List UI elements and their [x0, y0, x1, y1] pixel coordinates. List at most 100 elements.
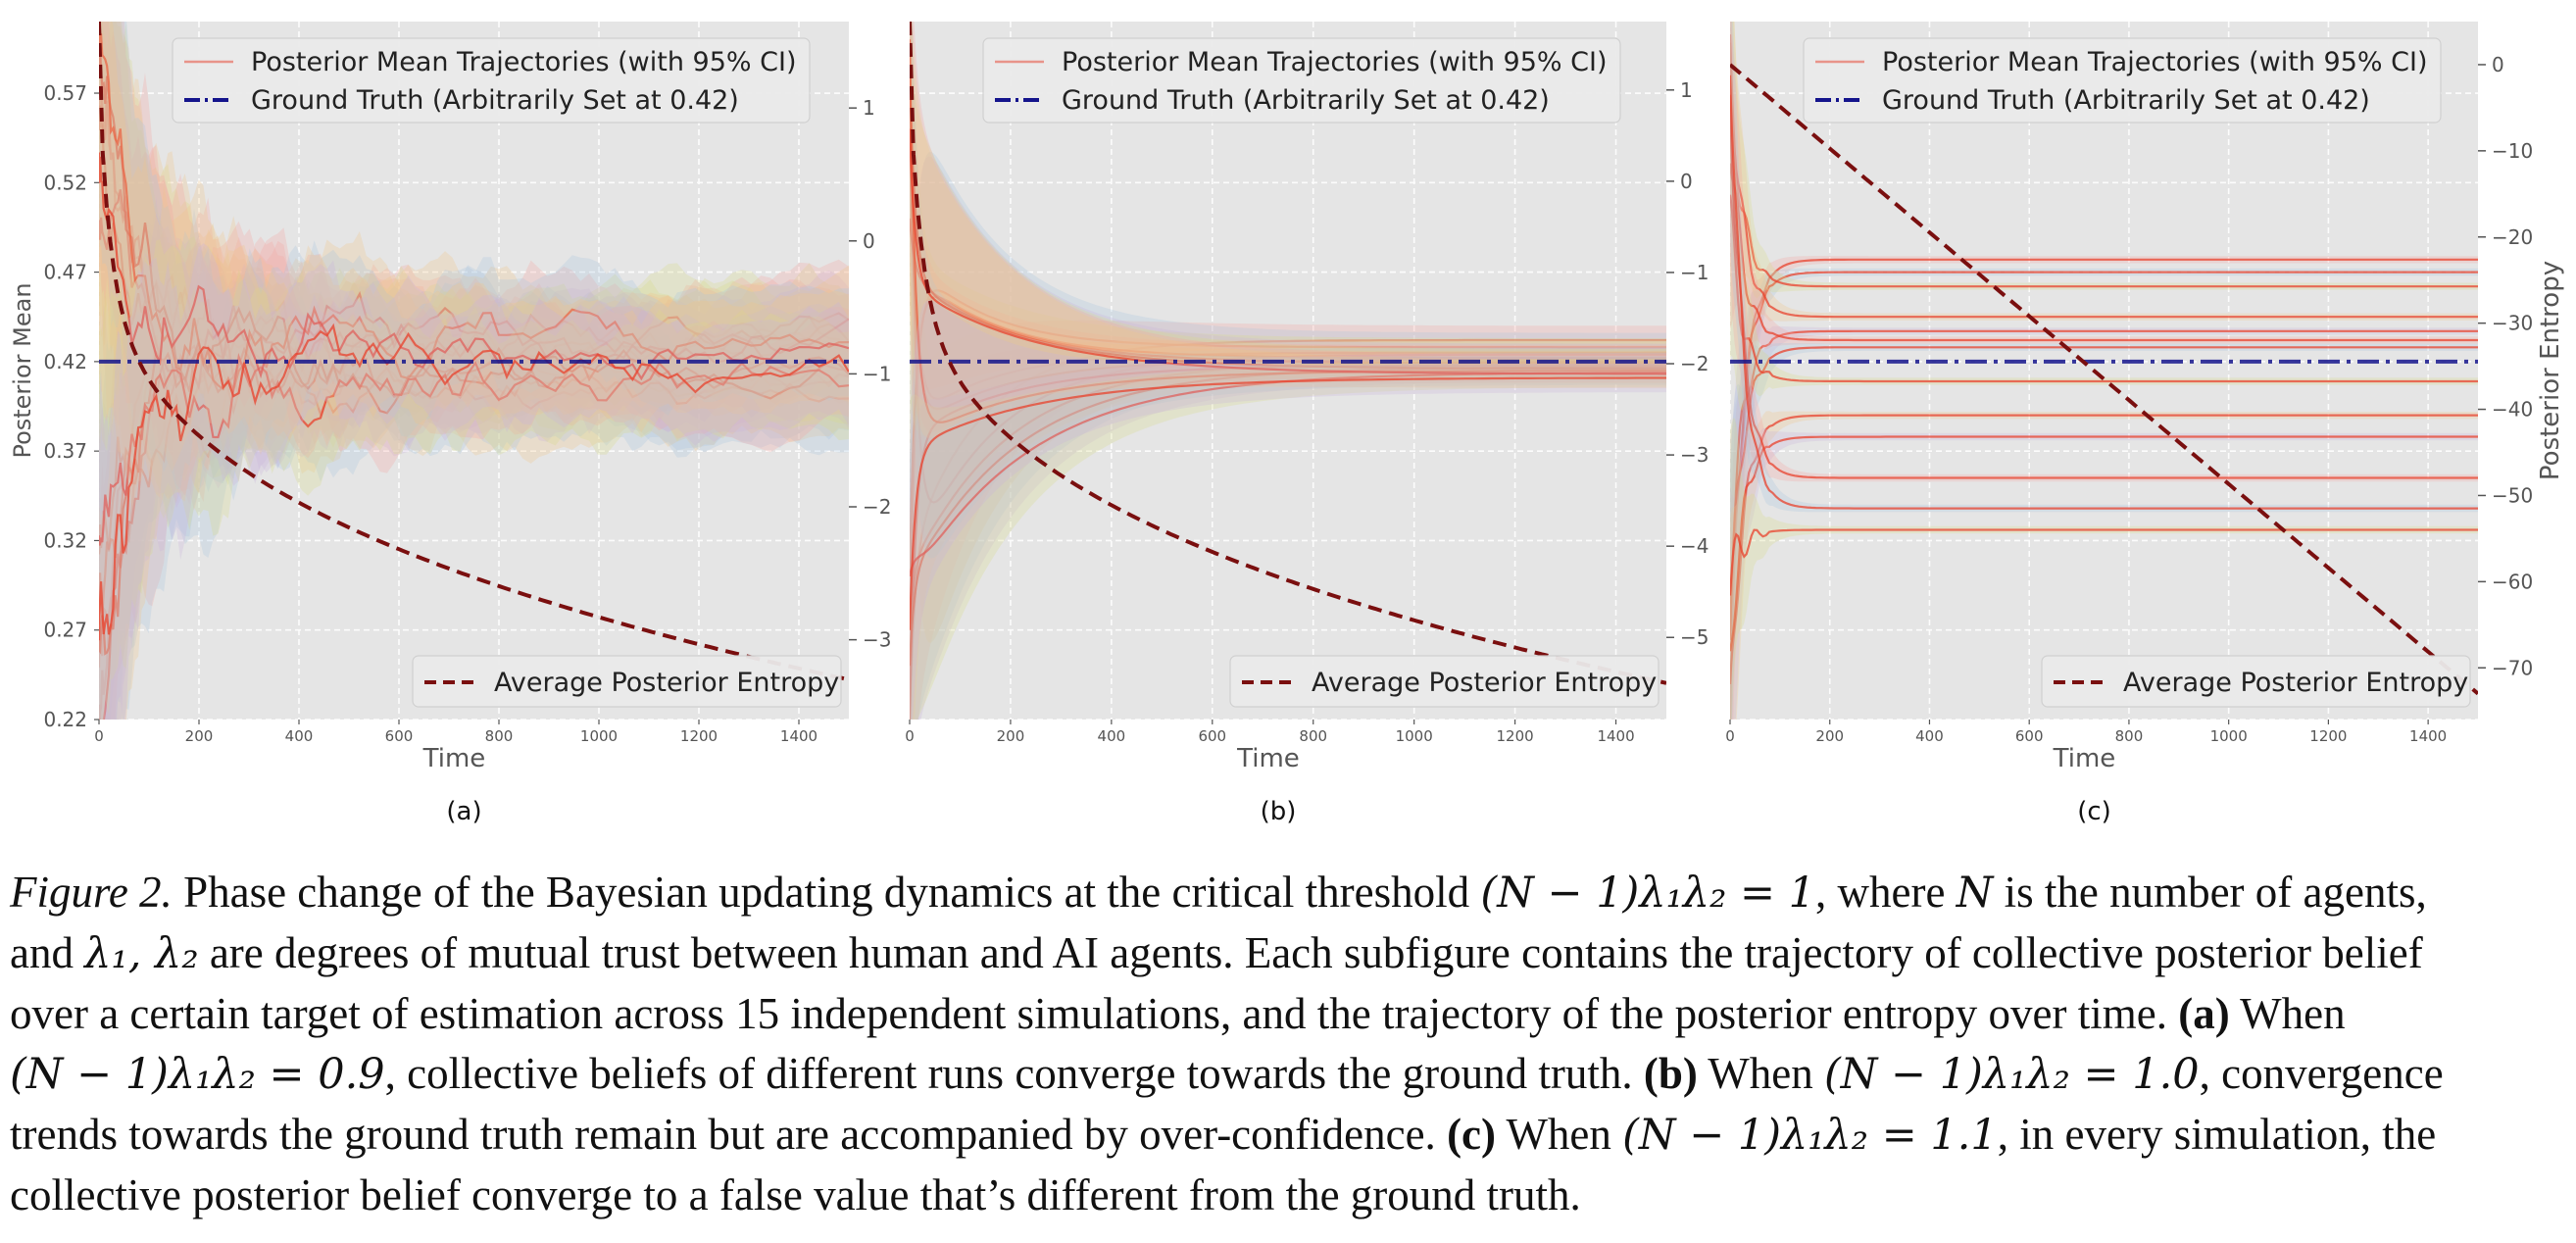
- caption-text: (b): [1643, 1049, 1698, 1098]
- x-tick-label: 1400: [2409, 727, 2447, 745]
- legend-bottom: Average Posterior Entropy: [412, 655, 842, 708]
- trajectory-line: [1730, 528, 2478, 596]
- x-tick-label: 1000: [1396, 727, 1433, 745]
- y2-tick-label: −2: [1680, 352, 1709, 375]
- x-tick-label: 400: [1915, 727, 1944, 745]
- caption-math: λ₁, λ₂: [84, 929, 199, 978]
- x-tick-label: 800: [485, 727, 514, 745]
- caption-text: When: [2229, 989, 2346, 1038]
- entropy-line: [1730, 63, 2478, 696]
- ci-band: [910, 42, 1666, 436]
- y2-tick-label: 0: [2492, 53, 2504, 76]
- x-tick-label: 1200: [680, 727, 718, 745]
- trajectory-line: [1730, 435, 2478, 652]
- trajectory-line: [1730, 271, 2478, 636]
- y2-tick-label: −1: [1680, 261, 1709, 284]
- legend-trajectory-label: Posterior Mean Trajectories (with 95% CI…: [1062, 47, 1608, 77]
- caption-text: trends towards the ground truth remain b…: [10, 1110, 1448, 1159]
- trajectory-line: [1730, 34, 2478, 319]
- trajectory-line: [99, 105, 849, 376]
- y2-tick-label: −1: [863, 362, 891, 385]
- trajectory-line: [1730, 414, 2478, 684]
- caption-text: is the number of agents,: [1993, 868, 2427, 917]
- x-tick-label: 200: [1815, 727, 1844, 745]
- legend-top: Posterior Mean Trajectories (with 95% CI…: [982, 37, 1621, 124]
- subplot-b: 0 200 400 600 800 1000 1200 1400 Time 1 0 −1 −2 −3 −4 −…: [905, 22, 1709, 826]
- legend-entropy-label: Average Posterior Entropy: [1312, 668, 1657, 698]
- caption-line: trends towards the ground truth remain b…: [10, 1105, 2558, 1166]
- x-tick-label: 0: [905, 727, 915, 745]
- y2-tick-label: 1: [1680, 78, 1693, 102]
- y2-tick-label: −2: [863, 495, 891, 519]
- ci-band: [910, 288, 1666, 720]
- legend-box: [1803, 37, 2442, 124]
- caption-math: (N − 1)λ₁λ₂ = 1.1: [1622, 1111, 1998, 1160]
- trajectory-line: [910, 289, 1666, 667]
- caption-text: , where: [1815, 868, 1957, 917]
- legend-box: [1229, 655, 1660, 708]
- y2-tick-label: −3: [1680, 443, 1709, 467]
- x-tick-label: 600: [385, 727, 414, 745]
- ci-band: [910, 22, 1666, 438]
- y2-tick-label: −50: [2492, 483, 2533, 507]
- y-tick-label: 0.47: [43, 261, 87, 284]
- legend-box: [172, 37, 811, 124]
- ci-band: [99, 22, 849, 496]
- trajectory-line: [1730, 42, 2478, 288]
- trajectory-line: [910, 338, 1666, 720]
- x-tick-label: 1000: [580, 727, 618, 745]
- caption-text: , convergence: [2199, 1049, 2444, 1098]
- caption-text: Figure 2.: [10, 868, 173, 917]
- ci-band: [910, 347, 1666, 720]
- y-tick-label: 0.52: [43, 171, 87, 194]
- trajectory-line: [910, 376, 1666, 630]
- trajectory-line: [99, 189, 849, 403]
- ci-band: [910, 300, 1666, 720]
- trajectory-line: [99, 290, 849, 720]
- entropy-line: [910, 22, 1666, 685]
- subfigure-caption: (c): [2077, 797, 2111, 826]
- y2-tick-label: −10: [2492, 139, 2533, 163]
- trajectory-line: [1730, 163, 2478, 342]
- x-tick-label: 400: [285, 727, 314, 745]
- x-tick-label: 800: [1299, 727, 1327, 745]
- legend-ground-truth-label: Ground Truth (Arbitrarily Set at 0.42): [1062, 85, 1550, 116]
- trajectory-line: [910, 295, 1666, 576]
- caption-text: When: [1496, 1110, 1623, 1159]
- caption-text: are degrees of mutual trust between huma…: [198, 928, 2423, 977]
- y-axis-label: Posterior Mean: [9, 282, 36, 458]
- trajectory-line: [910, 75, 1666, 371]
- ci-band: [99, 22, 849, 511]
- figure-caption: Figure 2. Phase change of the Bayesian u…: [10, 863, 2558, 1225]
- legend-ground-truth-label: Ground Truth (Arbitrarily Set at 0.42): [1882, 85, 2370, 116]
- x-tick-label: 800: [2115, 727, 2144, 745]
- y-tick-label: 0.27: [43, 619, 87, 642]
- caption-text: , collective beliefs of different runs c…: [384, 1049, 1644, 1098]
- ci-band: [910, 352, 1666, 720]
- subfigure-caption: (a): [446, 797, 481, 826]
- x-tick-label: 0: [94, 727, 104, 745]
- y2-tick-label: 0: [1680, 170, 1693, 193]
- trajectory-line: [99, 152, 849, 381]
- x-tick-label: 1200: [2309, 727, 2347, 745]
- x-axis-label: Time: [1236, 744, 1300, 773]
- x-tick-label: 600: [1198, 727, 1226, 745]
- trajectory-line: [99, 323, 849, 555]
- trajectory-line: [910, 364, 1666, 720]
- y2-tick-label: −3: [863, 628, 891, 652]
- y2-tick-label: −4: [1680, 534, 1709, 558]
- legend-box: [412, 655, 842, 708]
- caption-math: (N − 1)λ₁λ₂ = 1: [1480, 869, 1816, 918]
- subplot-c: 0 200 400 600 800 1000 1200 1400 Time 0 −10 −20 −30 −…: [1725, 22, 2565, 826]
- x-tick-label: 1400: [1597, 727, 1634, 745]
- plot-background: [1730, 22, 2478, 720]
- caption-text: over a certain target of estimation acro…: [10, 989, 2179, 1038]
- trajectory-line: [910, 39, 1666, 423]
- trajectory-line: [1730, 258, 2478, 720]
- trajectory-line: [99, 323, 849, 641]
- ci-band: [910, 22, 1666, 432]
- caption-text: (a): [2178, 989, 2230, 1038]
- y-tick-label: 0.57: [43, 81, 87, 105]
- legend-box: [2041, 655, 2471, 708]
- y-tick-label: 0.37: [43, 439, 87, 463]
